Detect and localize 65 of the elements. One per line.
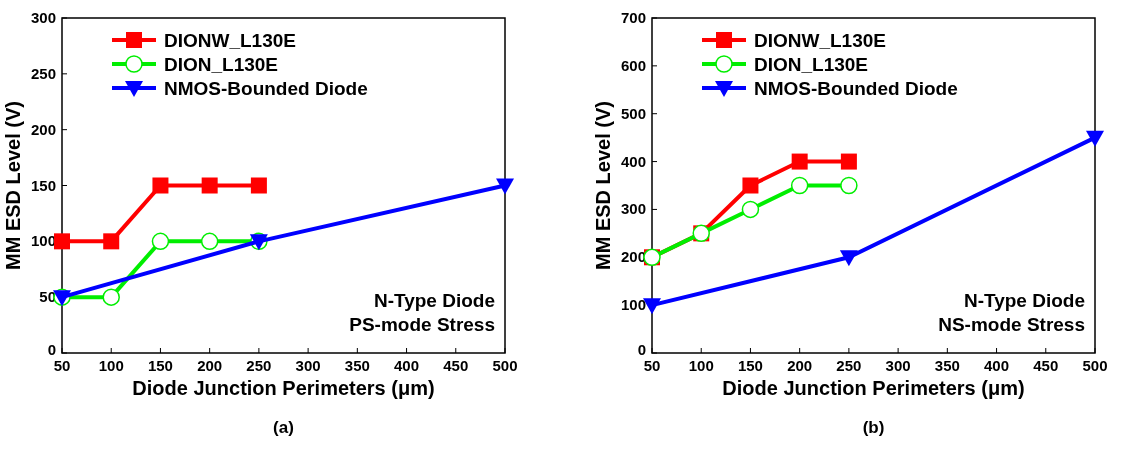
point — [840, 176, 858, 195]
x-tick-label: 100 — [688, 357, 714, 374]
point — [1086, 130, 1104, 147]
x-tick-label: 400 — [394, 357, 420, 374]
y-axis-title: MM ESD Level (V) — [2, 101, 24, 270]
x-tick-label: 500 — [492, 357, 518, 374]
point — [840, 153, 857, 170]
point — [741, 200, 760, 219]
annotation: N-Type Diode — [963, 290, 1085, 311]
annotation: NS-mode Stress — [938, 314, 1085, 335]
y-tick-label: 300 — [30, 9, 56, 26]
point — [102, 288, 120, 306]
point — [152, 177, 169, 194]
y-tick-label: 250 — [30, 64, 56, 82]
x-tick-label: 350 — [344, 357, 370, 374]
y-tick-label: 400 — [620, 152, 646, 170]
x-axis-title: Diode Junction Perimeters (μm) — [722, 377, 1025, 399]
point — [200, 232, 219, 251]
y-tick-label: 600 — [620, 56, 646, 74]
y-tick-label: 100 — [620, 296, 646, 314]
legend-label: DION_L130E — [754, 54, 869, 75]
y-tick-label: 150 — [30, 176, 56, 194]
x-tick-label: 200 — [197, 357, 223, 374]
legend-label: DION_L130E — [164, 54, 279, 75]
x-tick-label: 250 — [836, 357, 862, 374]
point — [151, 232, 170, 251]
legend-label: DIONW_L130E — [754, 30, 886, 51]
text: (b) — [862, 418, 885, 437]
x-tick-label: 50 — [643, 357, 661, 374]
x-tick-label: 100 — [98, 357, 124, 374]
x-tick-label: 400 — [984, 357, 1010, 374]
legend-label: NMOS-Bounded Diode — [164, 78, 368, 99]
x-tick-label: 300 — [295, 357, 321, 374]
y-tick-label: 500 — [620, 104, 646, 122]
point — [790, 176, 809, 195]
x-axis-title: Diode Junction Perimeters (μm) — [132, 377, 435, 399]
y-tick-label: 0 — [47, 341, 56, 358]
point — [54, 233, 70, 250]
x-tick-label: 50 — [53, 357, 71, 374]
y-tick-label: 700 — [620, 9, 646, 26]
x-tick-label: 300 — [885, 357, 911, 374]
point — [201, 177, 218, 194]
annotation: PS-mode Stress — [349, 314, 495, 335]
y-tick-label: 200 — [30, 120, 56, 138]
annotation: N-Type Diode — [373, 290, 495, 311]
text: (a) — [273, 418, 294, 437]
point — [839, 250, 858, 267]
x-tick-label: 450 — [443, 357, 469, 374]
x-tick-label: 200 — [787, 357, 813, 374]
point — [496, 178, 514, 195]
y-tick-label: 300 — [620, 200, 646, 218]
x-tick-label: 450 — [1033, 357, 1059, 374]
point — [103, 233, 120, 250]
x-tick-label: 250 — [246, 357, 272, 374]
x-tick-label: 150 — [737, 357, 763, 374]
y-axis-title: MM ESD Level (V) — [592, 101, 614, 270]
x-tick-label: 150 — [147, 357, 173, 374]
x-tick-label: 350 — [934, 357, 960, 374]
y-tick-label: 0 — [637, 341, 646, 358]
point — [791, 153, 808, 170]
legend-label: DIONW_L130E — [164, 30, 296, 51]
legend-label: NMOS-Bounded Diode — [754, 78, 958, 99]
point — [742, 177, 759, 194]
point — [250, 177, 267, 194]
x-tick-label: 500 — [1082, 357, 1108, 374]
